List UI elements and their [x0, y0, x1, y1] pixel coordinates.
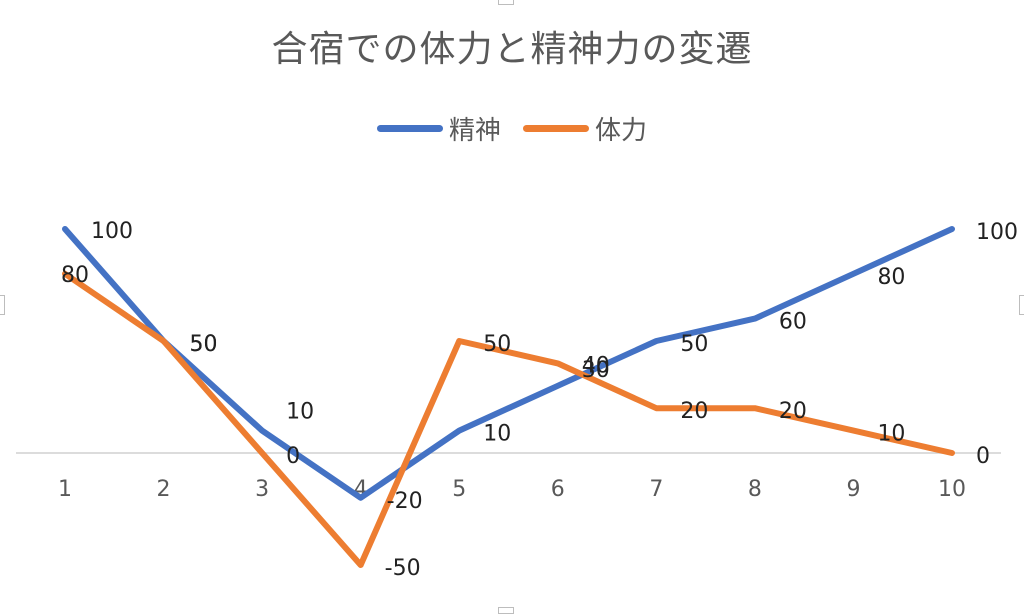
data-point-stamina: [358, 562, 364, 568]
x-tick-label: 2: [157, 477, 171, 502]
x-tick-label: 1: [58, 477, 72, 502]
series-line-spirit: [62, 226, 955, 501]
legend-label-spirit: 精神: [448, 116, 501, 146]
data-point-stamina: [259, 450, 265, 456]
data-label-stamina: -50: [385, 556, 421, 581]
data-point-spirit: [62, 226, 68, 232]
data-point-stamina: [456, 338, 462, 344]
x-tick-label: 5: [452, 477, 466, 502]
x-tick-label: 6: [551, 477, 565, 502]
data-point-stamina: [653, 405, 659, 411]
resize-handle-right[interactable]: [1019, 295, 1024, 315]
data-point-spirit: [949, 226, 955, 232]
data-label-spirit: 100: [976, 220, 1018, 245]
data-label-spirit: 10: [286, 400, 314, 425]
series-line-stamina: [62, 270, 955, 568]
data-point-spirit: [752, 316, 758, 322]
data-label-stamina: 10: [877, 422, 905, 447]
data-point-stamina: [850, 428, 856, 434]
data-label-spirit: 10: [483, 422, 511, 447]
data-label-spirit: -20: [387, 489, 423, 514]
data-point-stamina: [161, 338, 167, 344]
data-point-spirit: [850, 271, 856, 277]
data-point-spirit: [358, 495, 364, 501]
x-tick-label: 10: [938, 477, 966, 502]
x-tick-label: 3: [255, 477, 269, 502]
x-tick-label: 8: [748, 477, 762, 502]
data-point-stamina: [555, 360, 561, 366]
x-tick-label: 9: [846, 477, 860, 502]
data-label-stamina: 40: [582, 353, 610, 378]
data-label-spirit: 30: [582, 358, 610, 383]
data-point-spirit: [653, 338, 659, 344]
data-label-stamina: 50: [483, 332, 511, 357]
data-point-stamina: [949, 450, 955, 456]
data-label-stamina: 50: [190, 332, 218, 357]
data-label-spirit: 100: [91, 219, 133, 244]
data-point-spirit: [259, 428, 265, 434]
data-label-spirit: 50: [680, 332, 708, 357]
data-label-spirit: 80: [877, 265, 905, 290]
legend-label-stamina: 体力: [595, 116, 648, 146]
legend-swatch-stamina: [523, 125, 589, 132]
resize-handle-left[interactable]: [0, 295, 5, 315]
data-label-stamina: 0: [976, 444, 990, 469]
data-label-stamina: 0: [286, 444, 300, 469]
data-label-stamina: 20: [680, 399, 708, 424]
data-point-spirit: [555, 383, 561, 389]
legend: 精神 体力: [0, 110, 1024, 147]
x-tick-label: 7: [649, 477, 663, 502]
chart-title: 合宿での体力と精神力の変遷: [271, 29, 753, 70]
data-point-stamina: [752, 405, 758, 411]
data-label-spirit: 60: [779, 310, 807, 335]
legend-item-stamina: 体力: [523, 110, 647, 147]
legend-swatch-spirit: [376, 125, 443, 132]
data-point-spirit: [456, 428, 462, 434]
resize-handle-top[interactable]: [498, 0, 514, 5]
legend-item-spirit: 精神: [376, 110, 501, 147]
data-label-stamina: 20: [779, 399, 807, 424]
data-label-spirit: 50: [190, 332, 218, 357]
data-label-stamina: 80: [61, 263, 89, 288]
